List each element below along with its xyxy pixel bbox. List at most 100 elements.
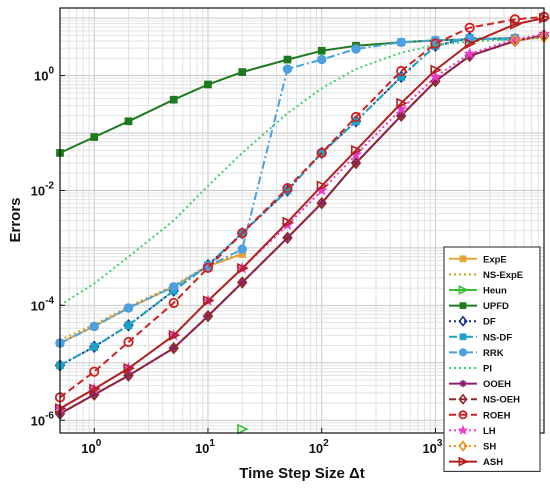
data-point: [459, 302, 467, 309]
data-point: [458, 440, 468, 452]
legend-item: Heun: [449, 285, 507, 297]
data-point: [431, 76, 440, 86]
data-point: [204, 80, 212, 89]
data-point: [351, 44, 361, 54]
legend-label: ROEH: [483, 410, 511, 421]
data-point: [396, 65, 407, 77]
x-tick-label: 101: [195, 438, 215, 456]
legend-item: NS-OEH: [449, 393, 520, 406]
legend-item: DF: [449, 315, 496, 328]
data-point: [123, 369, 134, 382]
data-point: [429, 70, 442, 83]
legend-label: OOEH: [483, 379, 511, 390]
legend-label: ASH: [483, 457, 503, 468]
data-point: [237, 423, 249, 435]
data-point: [237, 228, 248, 239]
data-point: [89, 321, 99, 332]
data-point: [395, 109, 407, 123]
data-point: [316, 196, 327, 210]
legend-label: NS-OEH: [483, 395, 520, 406]
legend-item: RRK: [449, 348, 504, 359]
legend-item: NS-DF: [449, 332, 512, 343]
data-point: [202, 295, 215, 307]
data-point: [458, 410, 468, 420]
data-point: [464, 22, 475, 33]
data-point: [464, 38, 477, 50]
data-point: [123, 336, 134, 348]
series-line: [59, 34, 545, 415]
legend-label: SH: [483, 442, 496, 453]
data-point: [168, 297, 179, 309]
data-point: [458, 348, 468, 357]
data-point: [123, 303, 134, 313]
legend-label: NS-DF: [483, 332, 512, 343]
data-point: [282, 182, 293, 194]
data-point: [202, 262, 214, 273]
data-point: [509, 34, 521, 47]
data-point: [282, 216, 294, 228]
y-tick-label: 10-2: [31, 180, 55, 198]
data-point: [458, 456, 469, 467]
legend-label: LH: [483, 426, 496, 437]
data-point: [509, 18, 522, 30]
data-point: [350, 144, 363, 156]
data-point: [123, 362, 135, 374]
data-point: [508, 32, 522, 45]
data-point: [396, 37, 406, 47]
data-point: [459, 255, 467, 263]
data-point: [237, 262, 249, 274]
data-point: [316, 180, 329, 192]
legend-label: UPFD: [483, 301, 509, 312]
data-point: [90, 133, 99, 141]
legend-item: ExpE: [449, 254, 507, 265]
data-point: [282, 231, 293, 245]
series-line: [59, 15, 545, 399]
data-point: [169, 282, 179, 292]
legend-label: DF: [483, 317, 496, 328]
data-point: [169, 95, 178, 104]
legend-label: Heun: [483, 286, 507, 297]
data-point: [238, 68, 247, 76]
x-axis-ticks: 100 101 102 103: [81, 428, 443, 456]
data-point: [350, 111, 362, 123]
series-ash: [54, 12, 550, 414]
data-point: [459, 380, 467, 388]
data-point: [236, 276, 248, 289]
data-point: [317, 54, 327, 65]
plot-frame: [59, 7, 545, 434]
x-tick-label: 103: [422, 438, 442, 456]
x-tick-label: 102: [309, 438, 329, 456]
data-point: [317, 46, 326, 55]
legend-item: NS-ExpE: [449, 270, 523, 281]
legend-item: SH: [449, 440, 496, 453]
y-tick-label: 10-4: [31, 295, 55, 313]
y-tick-label: 100: [34, 66, 54, 84]
data-point: [316, 147, 327, 159]
data-point: [90, 342, 99, 351]
data-point: [169, 343, 178, 353]
legend-item: OOEH: [449, 379, 511, 390]
legend-label: RRK: [483, 348, 504, 359]
data-point: [282, 64, 293, 74]
data-point: [459, 333, 467, 341]
data-point: [458, 285, 469, 295]
legend-label: NS-ExpE: [483, 270, 523, 281]
legend-label: ExpE: [483, 254, 507, 265]
data-point: [350, 156, 362, 170]
data-point: [168, 329, 181, 341]
data-point: [463, 47, 476, 60]
data-point: [397, 72, 406, 81]
data-point: [430, 64, 442, 76]
data-point: [89, 366, 100, 377]
data-point: [89, 383, 101, 395]
legend-item: PI: [449, 364, 492, 375]
data-point: [458, 393, 468, 405]
series-line: [59, 17, 545, 410]
data-point: [283, 55, 292, 64]
legend-item: LH: [449, 424, 496, 437]
data-point: [124, 117, 133, 126]
data-point: [457, 424, 469, 435]
x-tick-label: 100: [81, 438, 101, 456]
x-axis-label: Time Step Size Δt: [239, 465, 365, 482]
